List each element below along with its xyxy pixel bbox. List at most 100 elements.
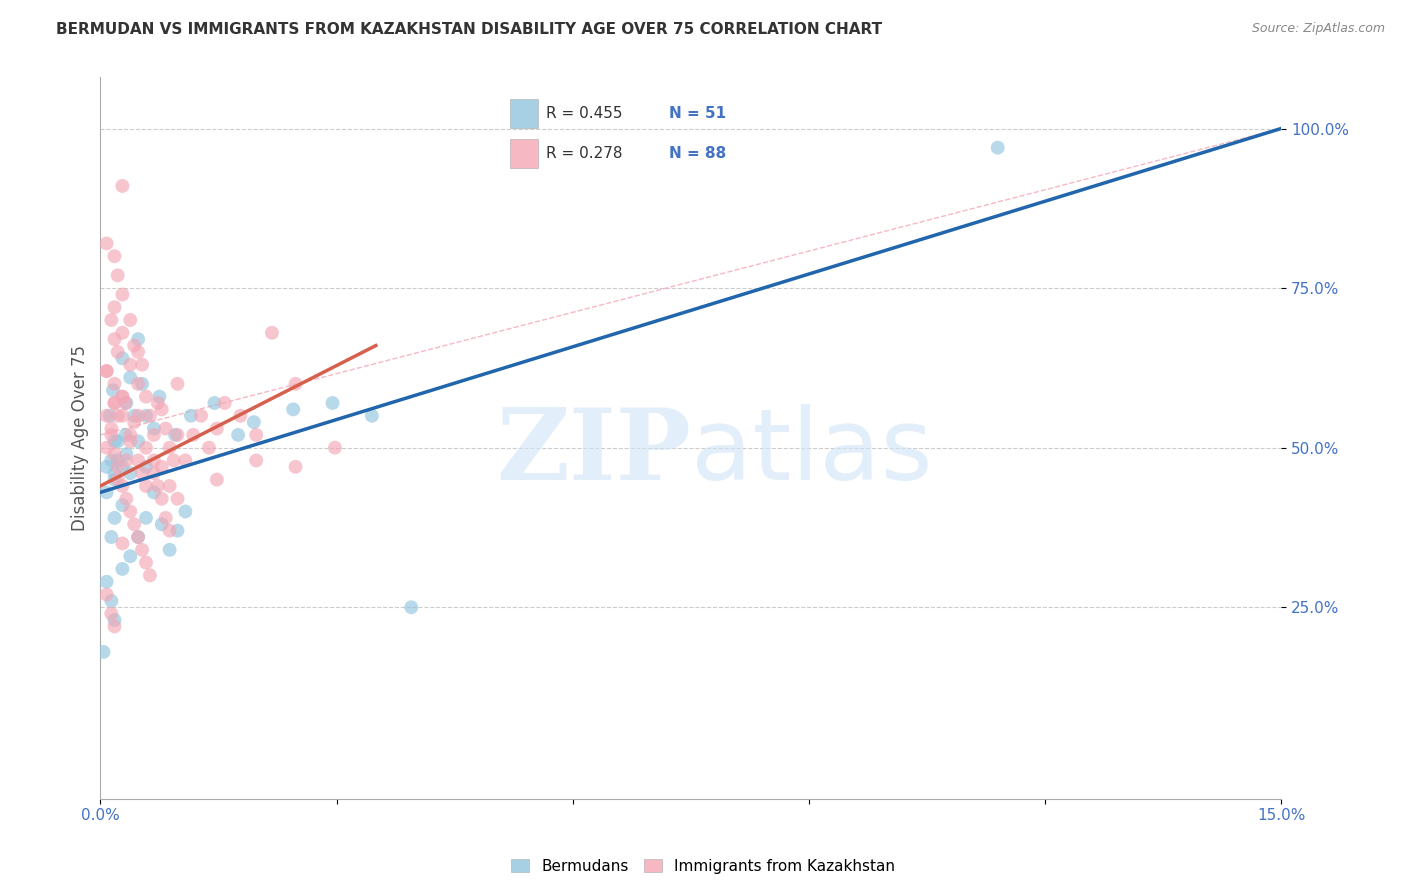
- Point: [198, 441, 221, 455]
- Point: [204, 396, 226, 410]
- Point: [283, 402, 305, 417]
- Point: [100, 313, 122, 327]
- Point: [127, 530, 149, 544]
- Point: [122, 338, 145, 352]
- Point: [131, 376, 153, 391]
- Point: [226, 428, 249, 442]
- Point: [103, 300, 125, 314]
- Point: [111, 562, 134, 576]
- Point: [260, 326, 283, 340]
- Point: [96, 587, 118, 601]
- Point: [120, 467, 142, 481]
- Point: [165, 428, 187, 442]
- Point: [120, 549, 142, 564]
- Point: [111, 409, 134, 423]
- Y-axis label: Disability Age Over 75: Disability Age Over 75: [72, 345, 89, 531]
- Text: N = 51: N = 51: [669, 106, 727, 120]
- Point: [100, 607, 122, 621]
- Point: [107, 409, 129, 423]
- Point: [135, 511, 157, 525]
- Text: Source: ZipAtlas.com: Source: ZipAtlas.com: [1251, 22, 1385, 36]
- Point: [115, 447, 138, 461]
- Point: [111, 287, 134, 301]
- Point: [180, 409, 202, 423]
- Point: [135, 459, 157, 474]
- Point: [323, 441, 346, 455]
- Point: [93, 645, 115, 659]
- Point: [155, 511, 177, 525]
- Point: [120, 313, 142, 327]
- Point: [101, 383, 124, 397]
- Point: [166, 491, 188, 506]
- Point: [142, 453, 165, 467]
- Point: [107, 268, 129, 283]
- Point: [111, 326, 134, 340]
- Point: [103, 434, 125, 449]
- Point: [122, 409, 145, 423]
- Point: [111, 390, 134, 404]
- Point: [131, 467, 153, 481]
- Point: [122, 517, 145, 532]
- Point: [120, 504, 142, 518]
- Point: [205, 421, 228, 435]
- Point: [127, 434, 149, 449]
- Point: [115, 491, 138, 506]
- Point: [245, 428, 267, 442]
- Point: [159, 524, 181, 538]
- Point: [107, 345, 129, 359]
- Point: [135, 409, 157, 423]
- Point: [284, 376, 307, 391]
- Point: [987, 141, 1010, 155]
- Point: [103, 249, 125, 263]
- Point: [103, 447, 125, 461]
- Point: [142, 467, 165, 481]
- Point: [114, 428, 136, 442]
- Point: [155, 421, 177, 435]
- Point: [162, 453, 184, 467]
- Point: [96, 364, 118, 378]
- Point: [190, 409, 212, 423]
- Point: [107, 459, 129, 474]
- Point: [111, 178, 134, 193]
- Text: R = 0.278: R = 0.278: [546, 146, 623, 161]
- Point: [103, 619, 125, 633]
- Point: [284, 459, 307, 474]
- Point: [120, 428, 142, 442]
- Point: [120, 358, 142, 372]
- Point: [103, 473, 125, 487]
- Point: [103, 511, 125, 525]
- Text: R = 0.455: R = 0.455: [546, 106, 623, 120]
- Point: [150, 402, 173, 417]
- Point: [96, 364, 118, 378]
- Point: [150, 517, 173, 532]
- Point: [107, 453, 129, 467]
- Text: N = 88: N = 88: [669, 146, 727, 161]
- Point: [159, 542, 181, 557]
- Point: [114, 396, 136, 410]
- Point: [122, 415, 145, 429]
- Point: [120, 370, 142, 384]
- Point: [100, 594, 122, 608]
- Point: [100, 530, 122, 544]
- Point: [127, 376, 149, 391]
- Point: [205, 473, 228, 487]
- Point: [111, 536, 134, 550]
- Point: [142, 485, 165, 500]
- Point: [166, 524, 188, 538]
- Text: BERMUDAN VS IMMIGRANTS FROM KAZAKHSTAN DISABILITY AGE OVER 75 CORRELATION CHART: BERMUDAN VS IMMIGRANTS FROM KAZAKHSTAN D…: [56, 22, 883, 37]
- Point: [127, 345, 149, 359]
- Point: [166, 428, 188, 442]
- Point: [103, 376, 125, 391]
- Point: [96, 485, 118, 500]
- Point: [127, 530, 149, 544]
- Point: [103, 332, 125, 346]
- Point: [131, 542, 153, 557]
- Point: [100, 421, 122, 435]
- Point: [96, 409, 118, 423]
- Point: [150, 459, 173, 474]
- Point: [100, 453, 122, 467]
- Point: [139, 409, 162, 423]
- Point: [135, 441, 157, 455]
- Point: [142, 428, 165, 442]
- Point: [159, 479, 181, 493]
